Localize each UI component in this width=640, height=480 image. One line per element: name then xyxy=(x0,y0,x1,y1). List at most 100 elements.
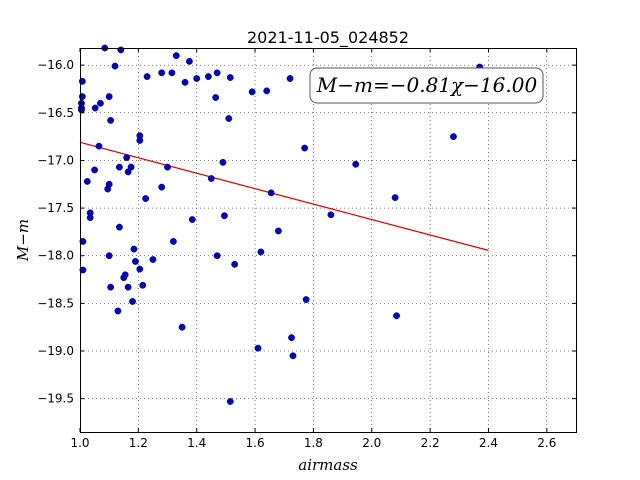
data-point xyxy=(327,211,335,219)
data-point xyxy=(91,166,98,174)
data-point xyxy=(114,307,122,315)
data-point xyxy=(263,87,271,95)
data-point xyxy=(226,74,234,81)
data-point xyxy=(193,75,201,82)
fit-equation-box: M−m=−0.81χ−16.00 xyxy=(309,67,544,104)
data-point xyxy=(188,216,196,223)
data-point xyxy=(213,69,221,77)
data-point xyxy=(289,352,297,360)
data-point xyxy=(105,252,113,260)
x-tick-label: 2.0 xyxy=(362,436,381,450)
data-point xyxy=(181,78,189,86)
x-axis-label: airmass xyxy=(298,456,358,474)
data-point xyxy=(143,73,151,80)
data-point xyxy=(107,117,115,124)
data-point xyxy=(169,238,177,245)
y-axis-ticks: −16.0 −16.5 −17.0 −17.5 −18.0 −18.5 −19.0 −19.5 xyxy=(37,58,576,406)
x-tick-label: 1.8 xyxy=(304,436,323,450)
data-point xyxy=(79,238,87,245)
data-point xyxy=(142,195,150,202)
data-point xyxy=(302,296,310,303)
data-point xyxy=(97,99,104,107)
data-point xyxy=(117,46,125,54)
data-point xyxy=(121,271,129,279)
y-tick-label: −19.5 xyxy=(37,392,74,406)
data-point xyxy=(130,245,138,253)
data-point xyxy=(168,69,176,77)
data-point xyxy=(86,214,94,222)
data-point xyxy=(178,323,186,331)
data-point xyxy=(107,283,115,291)
grid-lines xyxy=(80,48,576,432)
data-point xyxy=(288,334,295,342)
data-point xyxy=(257,248,265,256)
data-point xyxy=(212,94,220,101)
data-point xyxy=(139,281,147,289)
data-point xyxy=(136,137,144,144)
data-point xyxy=(158,69,166,77)
y-tick-label: −16.0 xyxy=(37,58,74,72)
data-point xyxy=(79,266,87,274)
y-tick-label: −18.0 xyxy=(37,249,74,263)
data-point xyxy=(267,189,275,197)
y-axis-label: M−m xyxy=(14,219,32,262)
data-point xyxy=(127,163,135,171)
data-point xyxy=(158,183,166,191)
x-tick-label: 2.6 xyxy=(537,436,556,450)
y-tick-label: −17.5 xyxy=(37,201,74,215)
data-point xyxy=(274,227,282,235)
data-point xyxy=(219,158,227,166)
x-tick-label: 1.6 xyxy=(246,436,265,450)
data-point xyxy=(129,298,136,305)
data-point xyxy=(231,260,239,268)
data-point xyxy=(132,258,139,265)
x-tick-label: 1.0 xyxy=(70,436,89,450)
data-point xyxy=(83,177,91,185)
x-tick-label: 1.4 xyxy=(187,436,206,450)
data-point xyxy=(221,212,228,220)
fit-line-layer xyxy=(79,141,489,251)
data-point xyxy=(123,154,131,161)
data-point xyxy=(78,106,85,114)
y-tick-label: −19.0 xyxy=(37,344,74,358)
data-point xyxy=(91,104,99,112)
x-axis-ticks: 1.0 1.2 1.4 1.6 1.8 2.0 2.2 2.4 2.6 xyxy=(70,48,556,450)
chart-title: 2021-11-05_024852 xyxy=(247,28,409,48)
x-tick-label: 2.4 xyxy=(479,436,498,450)
data-point xyxy=(115,223,123,231)
data-point xyxy=(186,57,193,65)
data-point xyxy=(105,93,113,100)
fit-line xyxy=(79,141,489,251)
annotation-box xyxy=(309,67,544,104)
data-point xyxy=(204,73,212,80)
data-point xyxy=(393,312,400,320)
y-tick-label: −16.5 xyxy=(37,106,74,120)
data-point xyxy=(111,62,119,70)
data-point xyxy=(286,75,294,82)
x-tick-label: 1.2 xyxy=(129,436,148,450)
data-point xyxy=(172,52,180,60)
data-point xyxy=(450,133,457,141)
data-point xyxy=(254,344,262,352)
data-point xyxy=(207,175,215,182)
data-point xyxy=(136,265,144,273)
data-points xyxy=(78,44,484,405)
data-point xyxy=(213,252,221,260)
data-point xyxy=(226,398,234,405)
data-point xyxy=(115,163,123,171)
data-point xyxy=(248,88,256,96)
data-point xyxy=(105,180,113,188)
fit-equation-text: M−m=−0.81χ−16.00 xyxy=(316,73,538,97)
data-point xyxy=(225,115,233,122)
y-tick-label: −18.5 xyxy=(37,296,74,310)
data-point xyxy=(352,160,360,168)
data-point xyxy=(164,163,171,171)
y-tick-label: −17.0 xyxy=(37,153,74,167)
data-point xyxy=(391,194,399,201)
data-point xyxy=(95,142,103,150)
plot-frame xyxy=(80,48,577,433)
data-point xyxy=(149,256,157,263)
data-point xyxy=(124,283,132,291)
x-tick-label: 2.2 xyxy=(421,436,440,450)
